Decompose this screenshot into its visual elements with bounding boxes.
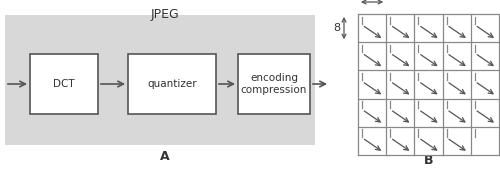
Text: encoding
compression: encoding compression	[241, 73, 307, 95]
Text: DCT: DCT	[53, 79, 75, 89]
Text: 8: 8	[333, 23, 340, 33]
Bar	[238, 54, 310, 114]
Text: B: B	[424, 154, 433, 167]
Text: A: A	[160, 150, 170, 163]
Text: JPEG: JPEG	[150, 8, 180, 21]
Bar	[30, 54, 98, 114]
Bar	[5, 15, 315, 145]
Text: quantizer: quantizer	[147, 79, 197, 89]
Bar	[128, 54, 216, 114]
